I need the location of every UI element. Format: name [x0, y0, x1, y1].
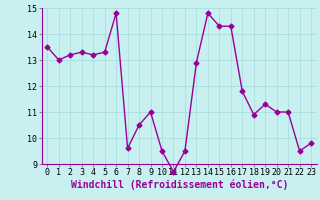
X-axis label: Windchill (Refroidissement éolien,°C): Windchill (Refroidissement éolien,°C)	[70, 180, 288, 190]
